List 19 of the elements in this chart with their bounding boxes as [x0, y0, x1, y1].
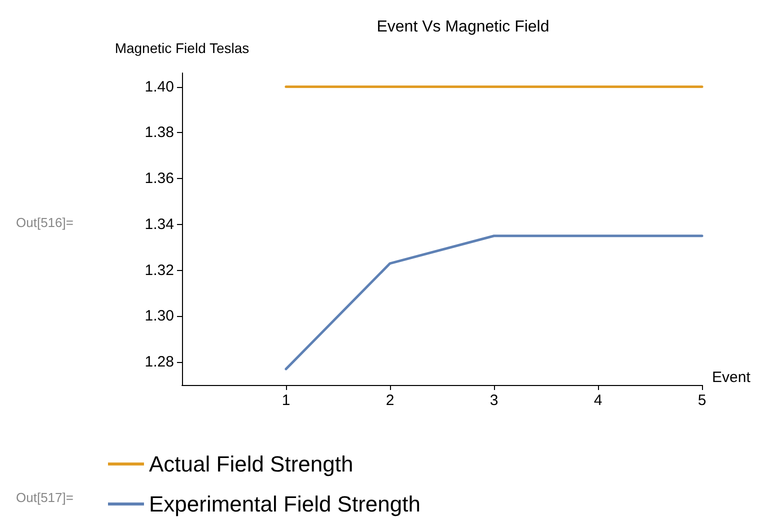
x-tick-label: 1 — [282, 392, 290, 409]
y-axis-title: Magnetic Field Teslas — [114, 40, 250, 56]
chart-title: Event Vs Magnetic Field — [376, 18, 550, 36]
x-tick-label: 4 — [594, 392, 602, 409]
x-tick-label: 3 — [490, 392, 498, 409]
x-tick-label: 2 — [386, 392, 394, 409]
y-tick-label: 1.28 — [144, 354, 174, 371]
y-tick-label: 1.32 — [144, 262, 174, 279]
y-tick-label: 1.30 — [144, 308, 174, 325]
y-tick-label: 1.40 — [144, 78, 174, 96]
text: Out[516]= — [16, 215, 74, 230]
legend-label: Actual Field Strength — [149, 452, 354, 476]
x-axis-title: Event — [712, 369, 752, 386]
y-tick-label: 1.34 — [144, 216, 174, 233]
x-tick-label: 5 — [698, 392, 706, 409]
legend-label: Experimental Field Strength — [149, 492, 420, 516]
text: Out[517]= — [16, 490, 74, 505]
y-tick-label: 1.36 — [144, 170, 174, 188]
y-tick-label: 1.38 — [144, 124, 174, 142]
